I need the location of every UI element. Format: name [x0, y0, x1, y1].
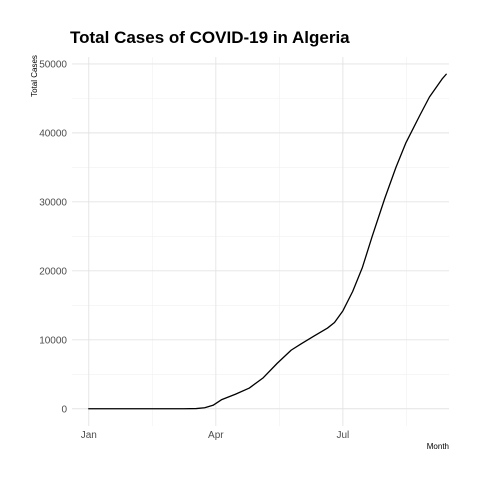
y-tick-label: 0: [61, 404, 67, 415]
series: [88, 73, 447, 410]
series-line-0: [88, 73, 447, 410]
x-axis-label: Month: [427, 442, 449, 451]
y-tick-label: 30000: [39, 197, 67, 208]
y-tick-label: 10000: [39, 335, 67, 346]
y-axis-label: Total Cases: [30, 55, 39, 97]
x-tick-label: Apr: [208, 430, 224, 441]
axis-ticks: 0 10000 20000 30000 40000 50000 Jan Apr Jul: [39, 59, 349, 441]
y-tick-label: 40000: [39, 128, 67, 139]
grid: [72, 57, 449, 426]
y-tick-label: 50000: [39, 59, 67, 70]
x-tick-label: Jul: [336, 430, 349, 441]
chart-title: Total Cases of COVID-19 in Algeria: [70, 28, 350, 47]
y-tick-label: 20000: [39, 266, 67, 277]
x-tick-label: Jan: [81, 430, 97, 441]
